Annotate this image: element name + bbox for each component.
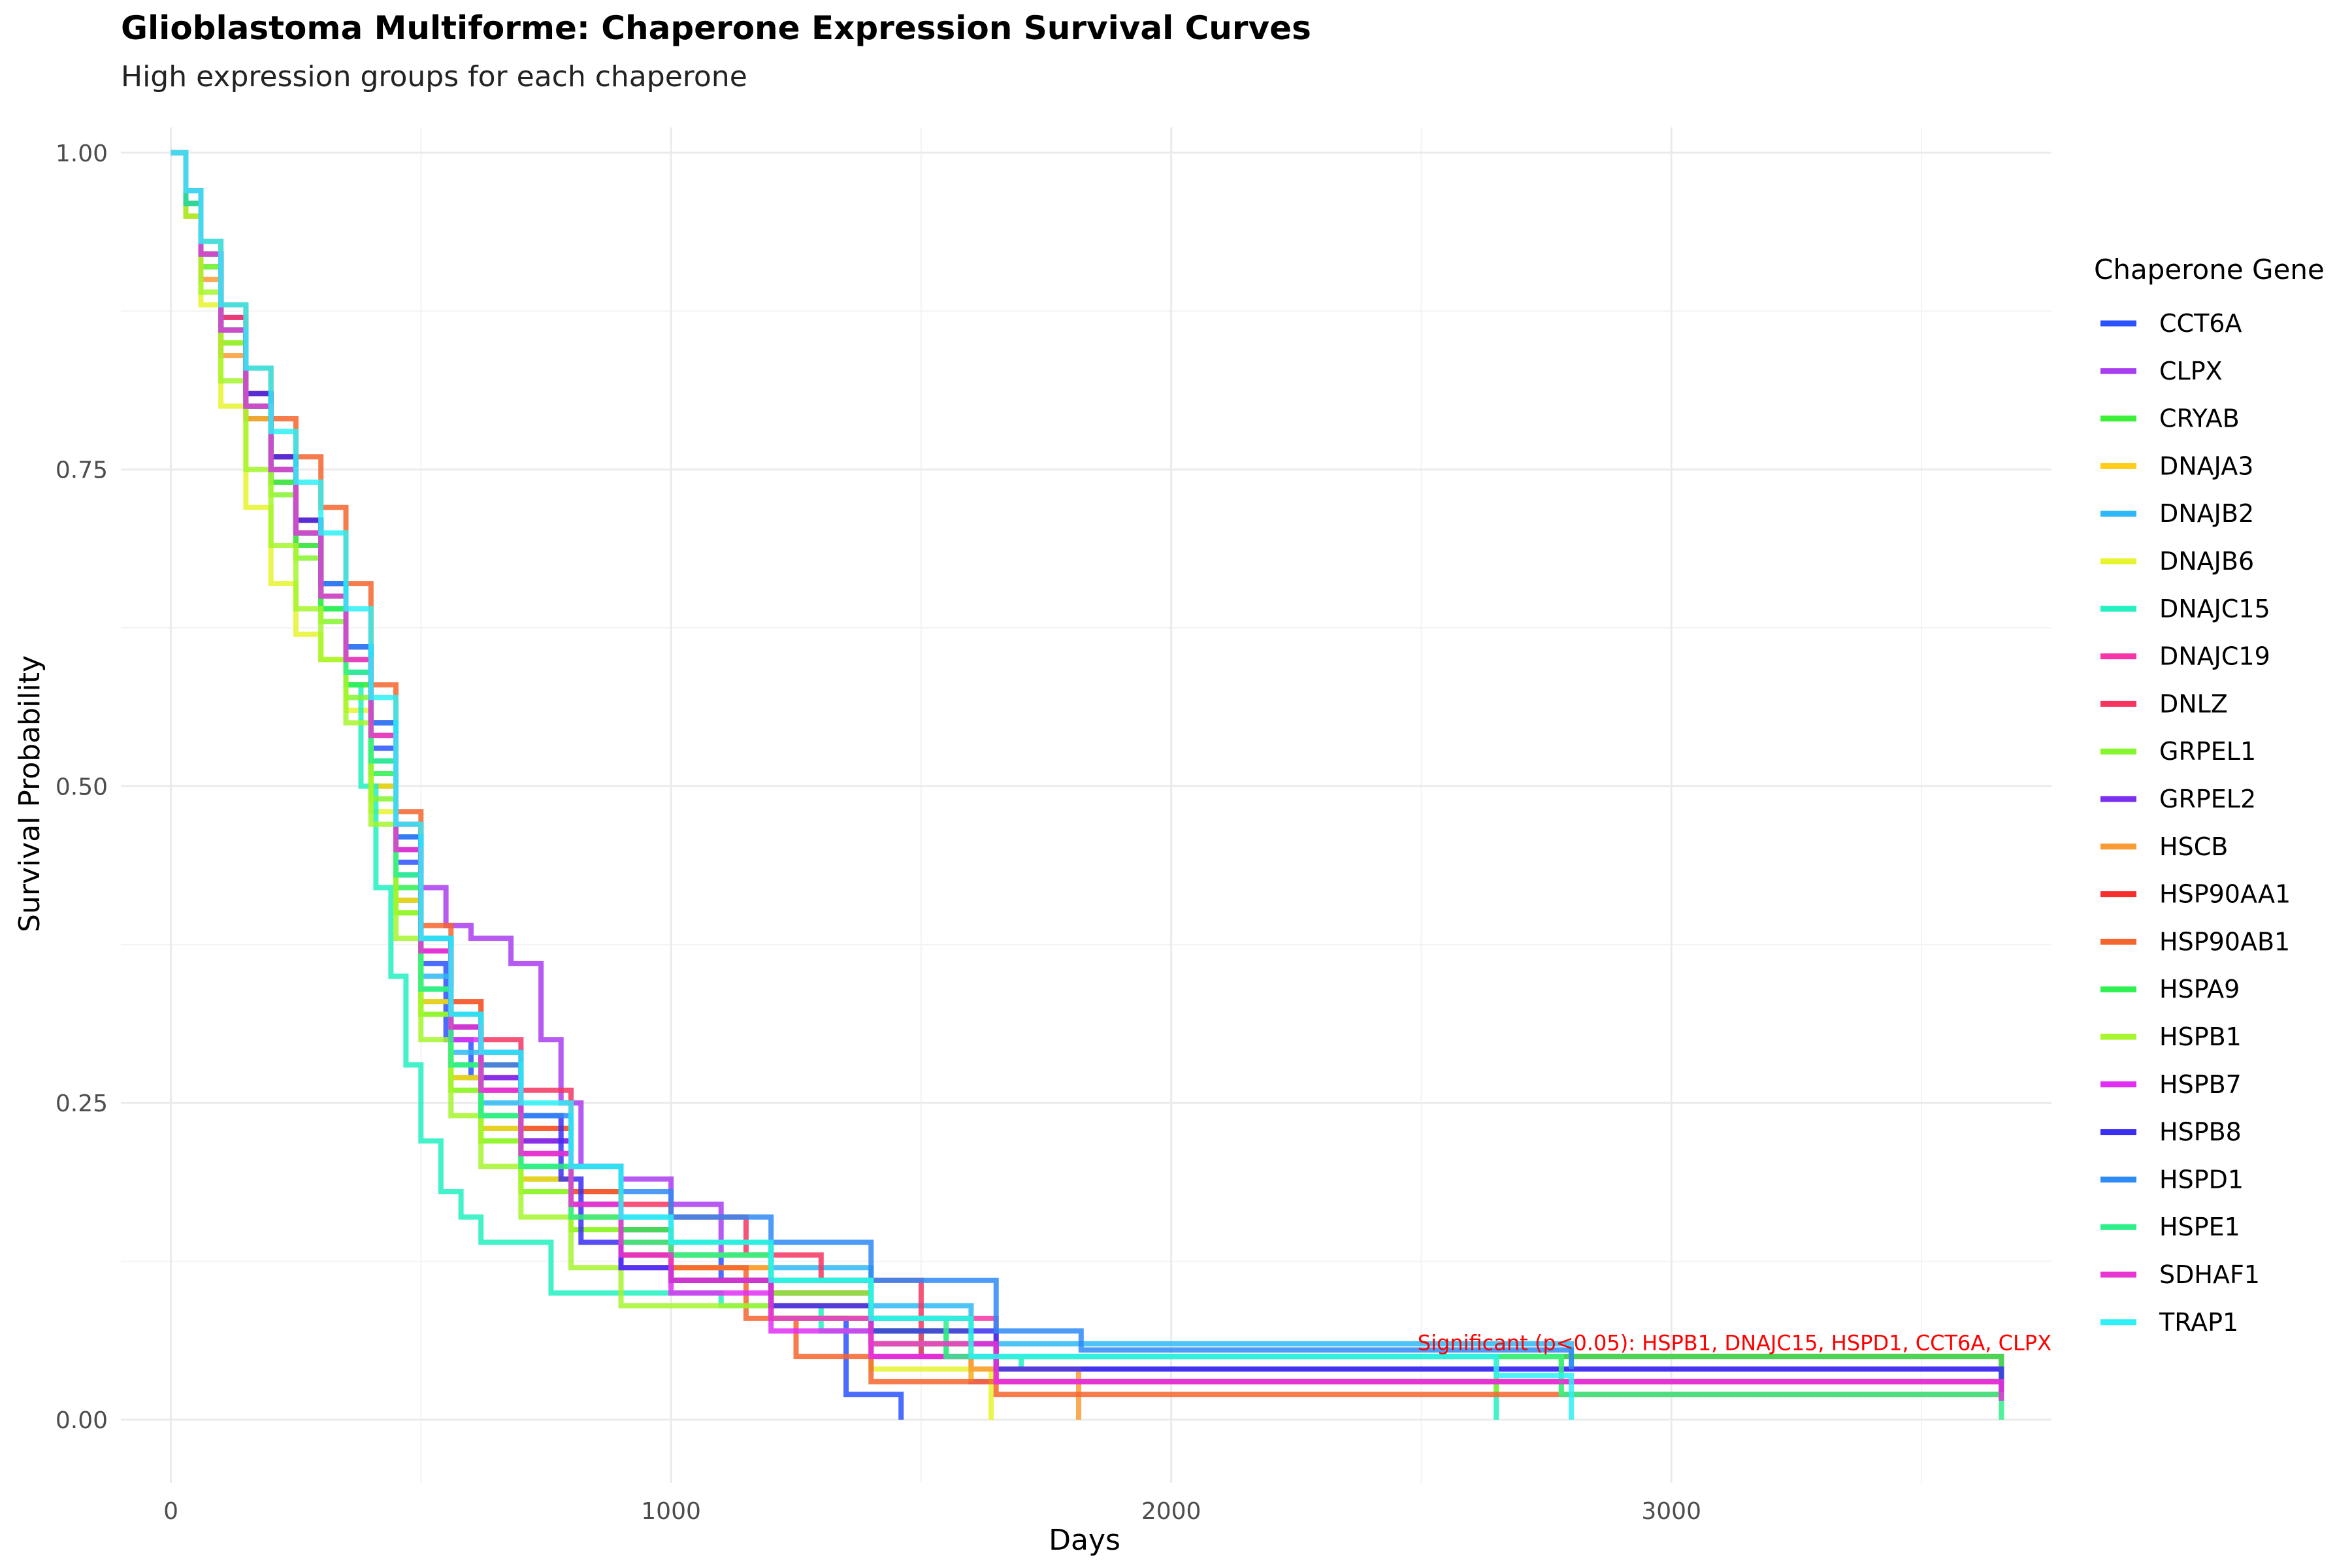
- x-tick-label: 0: [163, 1498, 178, 1525]
- legend-label-dnajb6: DNAJB6: [2159, 547, 2254, 576]
- legend-label-dnlz: DNLZ: [2159, 689, 2228, 718]
- survival-curves: [171, 150, 2004, 1420]
- y-tick-label: 0.50: [56, 774, 108, 800]
- y-axis-title: Survival Probability: [13, 655, 46, 932]
- x-tick-label: 1000: [641, 1498, 701, 1525]
- legend-label-hspa9: HSPA9: [2159, 975, 2240, 1004]
- legend-label-hspb7: HSPB7: [2159, 1070, 2242, 1099]
- curve-grpel2: [171, 150, 2004, 1401]
- x-tick-label: 2000: [1141, 1498, 1201, 1525]
- grid-lines: [121, 127, 2051, 1483]
- curve-hsp90ab1: [171, 150, 2004, 1401]
- legend-label-cryab: CRYAB: [2159, 404, 2240, 433]
- y-tick-label: 1.00: [56, 140, 108, 167]
- curve-hspb8: [171, 150, 2004, 1401]
- legend-label-hscb: HSCB: [2159, 832, 2228, 861]
- y-axis-ticks: 0.00 0.25 0.50 0.75 1.00: [56, 140, 108, 1434]
- legend-label-dnajc15: DNAJC15: [2159, 595, 2270, 623]
- significance-annotation: Significant (p<0.05): HSPB1, DNAJC15, HS…: [1418, 1330, 2051, 1355]
- legend-label-hspb8: HSPB8: [2159, 1118, 2242, 1147]
- legend-label-hspe1: HSPE1: [2159, 1213, 2240, 1241]
- legend-label-sdhaf1: SDHAF1: [2159, 1260, 2260, 1289]
- legend-label-trap1: TRAP1: [2159, 1308, 2238, 1337]
- curve-hsp90aa1: [171, 150, 2004, 1401]
- curve-dnlz: [171, 150, 2004, 1401]
- legend-title: Chaperone Gene: [2094, 253, 2325, 286]
- legend-label-dnaja3: DNAJA3: [2159, 451, 2253, 480]
- legend-label-hspb1: HSPB1: [2159, 1022, 2242, 1051]
- legend-label-dnajc19: DNAJC19: [2159, 642, 2270, 671]
- legend-label-dnajb2: DNAJB2: [2159, 499, 2254, 528]
- y-tick-label: 0.25: [56, 1090, 108, 1117]
- legend: Chaperone Gene CCT6A CLPX CRYAB DNAJA3 DNAJB…: [2094, 253, 2325, 1337]
- curve-hspa9: [171, 150, 2004, 1395]
- curve-clpx: [171, 150, 2004, 1401]
- y-tick-label: 0.75: [56, 457, 108, 484]
- x-tick-label: 3000: [1641, 1498, 1701, 1525]
- curve-dnajc19: [171, 150, 2004, 1401]
- curve-trap1: [171, 150, 1575, 1420]
- curve-cryab: [171, 150, 1564, 1382]
- y-tick-label: 0.00: [56, 1407, 108, 1434]
- legend-label-hsp90ab1: HSP90AB1: [2159, 927, 2290, 956]
- chart-subtitle: High expression groups for each chaperon…: [121, 60, 747, 93]
- x-axis-title: Days: [1049, 1524, 1120, 1557]
- legend-label-grpel1: GRPEL1: [2159, 737, 2256, 766]
- curve-hspb7: [171, 150, 2004, 1401]
- curve-sdhaf1: [171, 150, 2004, 1401]
- legend-label-hsp90aa1: HSP90AA1: [2159, 880, 2291, 909]
- legend-label-grpel2: GRPEL2: [2159, 785, 2256, 813]
- chart-title: Glioblastoma Multiforme: Chaperone Expre…: [121, 9, 1311, 47]
- legend-label-cct6a: CCT6A: [2159, 309, 2242, 338]
- x-axis-ticks: 0 1000 2000 3000: [163, 1498, 1701, 1525]
- legend-label-clpx: CLPX: [2159, 357, 2223, 385]
- legend-label-hspd1: HSPD1: [2159, 1165, 2244, 1194]
